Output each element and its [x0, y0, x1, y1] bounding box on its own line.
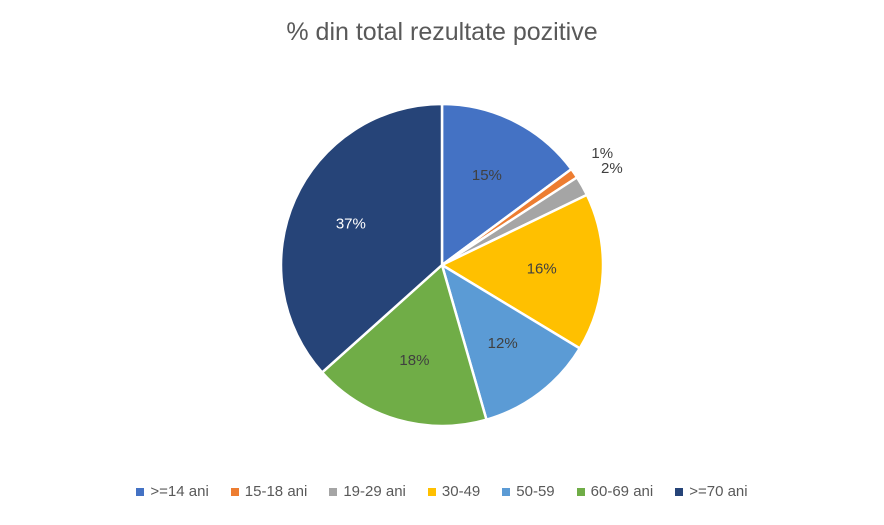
pie-slice-3: [440, 193, 605, 350]
legend-item-1: 15-18 ani: [230, 483, 308, 500]
legend-swatch-6: [675, 487, 684, 496]
pie-slice-5: [320, 263, 488, 428]
pie-slice-6: [279, 102, 444, 374]
slice-data-label-5: 18%: [399, 352, 429, 369]
slice-data-label-0: 15%: [472, 167, 502, 184]
legend-swatch-5: [576, 487, 585, 496]
legend: >=14 ani 15-18 ani 19-29 ani 30-49 50-59 60-6…: [0, 483, 884, 500]
legend-label-0: >=14 ani: [150, 483, 209, 500]
legend-label-5: 60-69 ani: [590, 483, 654, 500]
slice-data-label-1: 1%: [591, 145, 613, 162]
legend-swatch-2: [329, 487, 338, 496]
chart-title: % din total rezultate pozitive: [286, 18, 598, 46]
legend-item-6: >=70 ani: [675, 483, 748, 500]
legend-swatch-3: [427, 487, 436, 496]
legend-item-2: 19-29 ani: [329, 483, 406, 500]
legend-label-1: 15-18 ani: [244, 483, 308, 500]
legend-item-4: 50-59: [502, 483, 555, 500]
slice-data-label-4: 12%: [488, 335, 518, 352]
legend-swatch-1: [230, 487, 239, 496]
legend-item-5: 60-69 ani: [576, 483, 654, 500]
slice-data-label-3: 16%: [527, 261, 557, 278]
legend-label-4: 50-59: [516, 483, 555, 500]
legend-label-2: 19-29 ani: [343, 483, 406, 500]
slice-data-label-2: 2%: [601, 160, 623, 177]
pie-slice-0: [440, 102, 573, 267]
legend-item-3: 30-49: [427, 483, 481, 500]
legend-item-0: >=14 ani: [136, 483, 209, 500]
legend-label-3: 30-49: [441, 483, 481, 500]
legend-label-6: >=70 ani: [689, 483, 748, 500]
legend-swatch-4: [502, 487, 511, 496]
slice-data-label-6: 37%: [336, 215, 366, 232]
legend-swatch-0: [136, 487, 145, 496]
